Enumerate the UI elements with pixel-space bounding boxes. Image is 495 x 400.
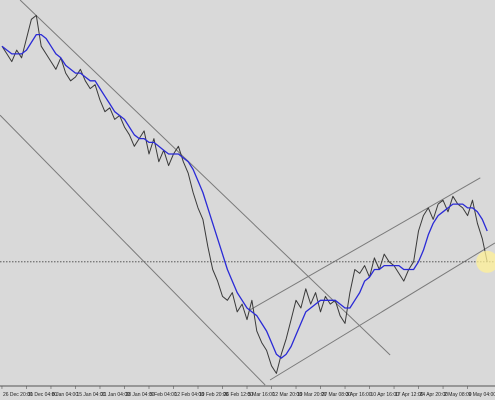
x-tick-label: 17 Apr 12:00 [395,392,424,398]
x-tick-label: 24 Apr 20:00 [420,392,449,398]
trend-line [249,177,481,311]
price-highlight [476,250,495,273]
x-tick-label: 2 May 08:00 [444,392,472,398]
x-tick-label: 19 Mar 20:00 [297,392,327,398]
x-tick-label: 12 Feb 04:00 [174,392,204,398]
x-tick-label: 3 Apr 16:00 [346,392,372,398]
x-tick-label: 5 Feb 04:00 [150,392,177,398]
x-tick-label: 8 Jan 04:00 [52,392,78,398]
x-tick-label: 19 Feb 20:00 [199,392,229,398]
x-tick-label: 10 Apr 16:00 [371,392,400,398]
trend-line [0,114,266,386]
x-tick-label: 15 Jan 04:00 [76,392,105,398]
moving-average-line [1,33,488,359]
x-tick-label: 26 Feb 12:00 [224,392,254,398]
x-tick-label: 5 Mar 16:00 [248,392,275,398]
x-tick-label: 21 Jan 04:00 [101,392,130,398]
x-tick-label: 12 Mar 20:00 [273,392,303,398]
x-tick-label: 31 Dec 04:00 [27,392,57,398]
x-tick-label: 9 May 04:00 [469,392,495,398]
x-tick-label: 28 Jan 04:00 [125,392,154,398]
x-tick-label: 27 Mar 08:00 [322,392,352,398]
x-tick-label: 26 Dec 20:00 [3,392,33,398]
trend-line [269,242,495,381]
trend-line [19,0,391,356]
